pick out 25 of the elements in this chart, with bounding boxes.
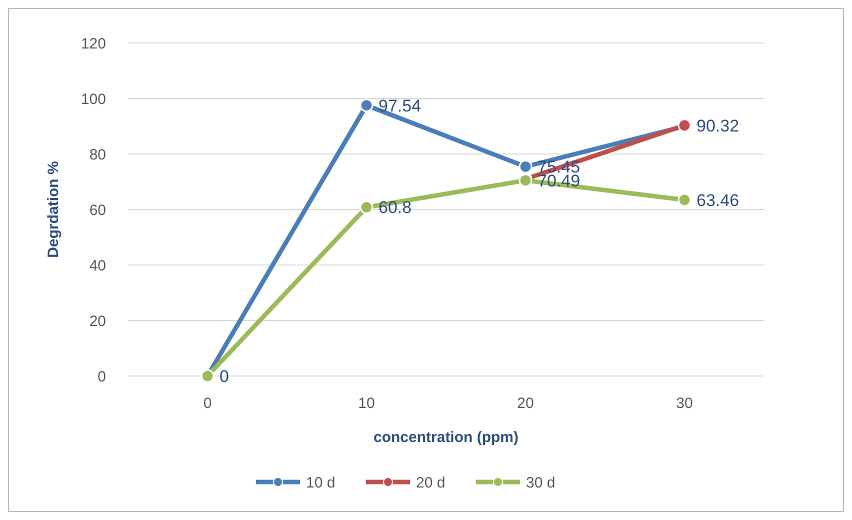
y-tick-label: 60 <box>89 202 106 219</box>
x-tick-label: 0 <box>203 395 212 412</box>
x-tick-label: 10 <box>358 395 375 412</box>
data-label: 0 <box>220 366 229 386</box>
point <box>360 200 374 214</box>
y-tick-label: 80 <box>89 146 106 164</box>
x-tick-label: 30 <box>676 395 693 412</box>
legend-label: 20 d <box>416 474 446 492</box>
data-label: 90.32 <box>696 116 740 136</box>
data-label: 60.8 <box>378 198 412 218</box>
y-tick-label: 20 <box>89 312 106 330</box>
point <box>360 98 374 112</box>
y-tick-label: 100 <box>80 90 106 108</box>
y-tick-label: 120 <box>80 35 106 52</box>
x-tick-label: 20 <box>517 395 534 412</box>
y-axis-title: Degrdation % <box>45 161 62 258</box>
legend-label: 10 d <box>306 474 336 492</box>
y-tick-label: 40 <box>89 257 106 274</box>
y-tick-label: 0 <box>98 368 106 386</box>
data-label: 97.54 <box>378 96 422 116</box>
x-axis-title: concentration (ppm) <box>374 429 518 446</box>
point <box>518 160 532 174</box>
legend-label: 30 d <box>526 474 556 492</box>
point <box>678 193 692 207</box>
data-label: 63.46 <box>696 190 740 210</box>
